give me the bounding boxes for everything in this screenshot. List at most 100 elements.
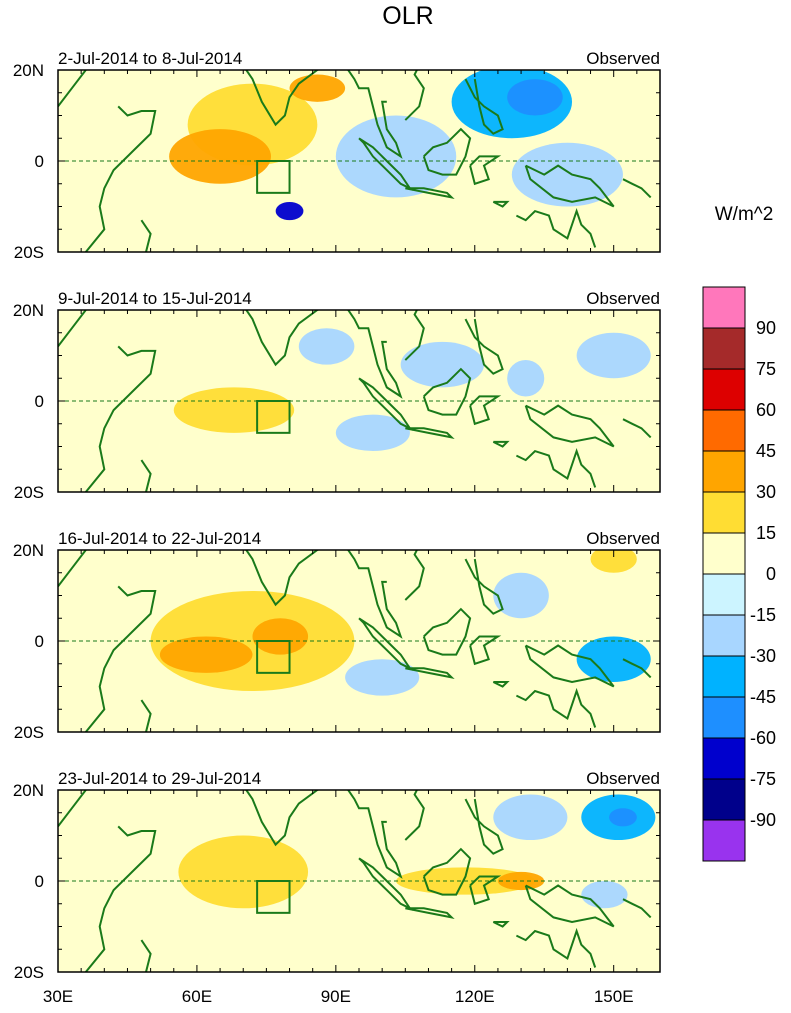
coastline <box>85 585 157 732</box>
coastline <box>469 875 502 906</box>
coastline <box>245 790 320 847</box>
coastline <box>358 137 413 191</box>
coastline <box>622 898 652 919</box>
y-tick-label: 0 <box>35 392 44 411</box>
colorbar-label: 30 <box>756 482 776 502</box>
anomaly-region <box>173 387 295 433</box>
coastline <box>405 907 455 920</box>
coastline <box>515 927 597 968</box>
coastline <box>140 459 152 492</box>
colorbar-box <box>702 614 746 657</box>
region-box <box>256 400 291 434</box>
colorbar-box <box>702 491 746 534</box>
y-tick-label: 0 <box>35 872 44 891</box>
anomaly-region <box>576 332 651 379</box>
x-tick-label: 120E <box>455 987 495 1006</box>
coastline <box>405 667 455 680</box>
colorbar-label: -30 <box>750 646 776 666</box>
anomaly-region <box>590 550 637 573</box>
anomaly-region <box>335 115 457 198</box>
anomaly-region <box>335 414 410 452</box>
coastline <box>469 155 502 186</box>
panel-label: Observed <box>586 49 660 68</box>
y-tick-label: 20S <box>14 723 44 742</box>
coastline <box>492 200 510 208</box>
map-panel: 20N 0 20S 2-Jul-2014 to 8-Jul-2014 Observed <box>13 49 661 262</box>
y-tick-label: 20N <box>13 541 44 560</box>
colorbar-label: 45 <box>756 441 776 461</box>
coastline <box>347 310 403 399</box>
coastline <box>140 699 152 732</box>
coastline <box>85 825 157 972</box>
colorbar-box <box>702 286 746 329</box>
anomaly-region <box>400 341 485 388</box>
region-box <box>256 880 291 914</box>
coastline <box>464 78 504 135</box>
colorbar-box <box>702 450 746 493</box>
coastline <box>140 219 152 252</box>
coastline <box>245 70 320 127</box>
anomaly-region <box>345 659 420 696</box>
coastline <box>85 345 157 492</box>
colorbar-box <box>702 655 746 698</box>
x-tick-label: 60E <box>182 987 212 1006</box>
panel-label: Observed <box>586 529 660 548</box>
colorbar-label: -45 <box>750 687 776 707</box>
coastline <box>422 607 472 656</box>
panel-period: 2-Jul-2014 to 8-Jul-2014 <box>58 49 242 68</box>
y-tick-label: 20N <box>13 781 44 800</box>
coastline <box>464 558 504 615</box>
coastline <box>346 790 403 879</box>
colorbar-box <box>702 696 746 739</box>
panel-period: 23-Jul-2014 to 29-Jul-2014 <box>58 769 261 788</box>
anomaly-region <box>275 201 304 221</box>
anomaly-region <box>511 142 623 207</box>
coastline <box>622 178 652 199</box>
panel-period: 9-Jul-2014 to 15-Jul-2014 <box>58 289 252 308</box>
map-panel: 20N 0 20S 23-Jul-2014 to 29-Jul-2014 Observe… <box>13 769 661 982</box>
colorbar-units: W/m^2 <box>715 204 774 225</box>
map-panel: 20N 0 20S 16-Jul-2014 to 22-Jul-2014 Observe… <box>13 529 661 742</box>
anomaly-region <box>493 794 568 841</box>
y-tick-label: 20S <box>14 963 44 982</box>
colorbar-box <box>702 737 746 780</box>
coastline <box>358 857 413 911</box>
coastline <box>358 377 413 431</box>
coastline <box>422 847 472 896</box>
coastline <box>464 318 504 375</box>
coastline <box>469 635 502 666</box>
colorbar-label: 60 <box>756 400 776 420</box>
anomaly-region <box>609 808 637 827</box>
x-axis: 30E 60E 90E 120E 150E <box>43 987 634 1006</box>
anomaly-region <box>493 572 549 619</box>
colorbar-label: 0 <box>766 564 776 584</box>
coastline <box>422 127 472 176</box>
anomaly-region <box>558 414 651 461</box>
coastline <box>404 550 425 601</box>
coastline <box>492 440 510 448</box>
chart-title: OLR <box>382 2 433 30</box>
coastline <box>404 790 425 841</box>
colorbar-box <box>702 327 746 370</box>
y-tick-label: 20S <box>14 243 44 262</box>
colorbar-box <box>702 409 746 452</box>
coastline <box>515 687 597 728</box>
y-tick-label: 20N <box>13 301 44 320</box>
coastline <box>524 644 615 688</box>
y-tick-label: 20N <box>13 61 44 80</box>
colorbar-label: 75 <box>756 359 776 379</box>
coastline <box>58 70 87 108</box>
anomaly-region <box>252 618 309 655</box>
colorbar-box <box>702 778 746 821</box>
coastline <box>422 367 472 416</box>
coastline <box>524 164 615 208</box>
coastline <box>524 884 615 928</box>
coastline <box>524 404 615 448</box>
coastline <box>515 448 597 488</box>
anomaly-region <box>298 328 355 365</box>
anomaly-region <box>507 79 563 116</box>
colorbar-label: 90 <box>756 318 776 338</box>
anomaly-region <box>576 636 651 682</box>
